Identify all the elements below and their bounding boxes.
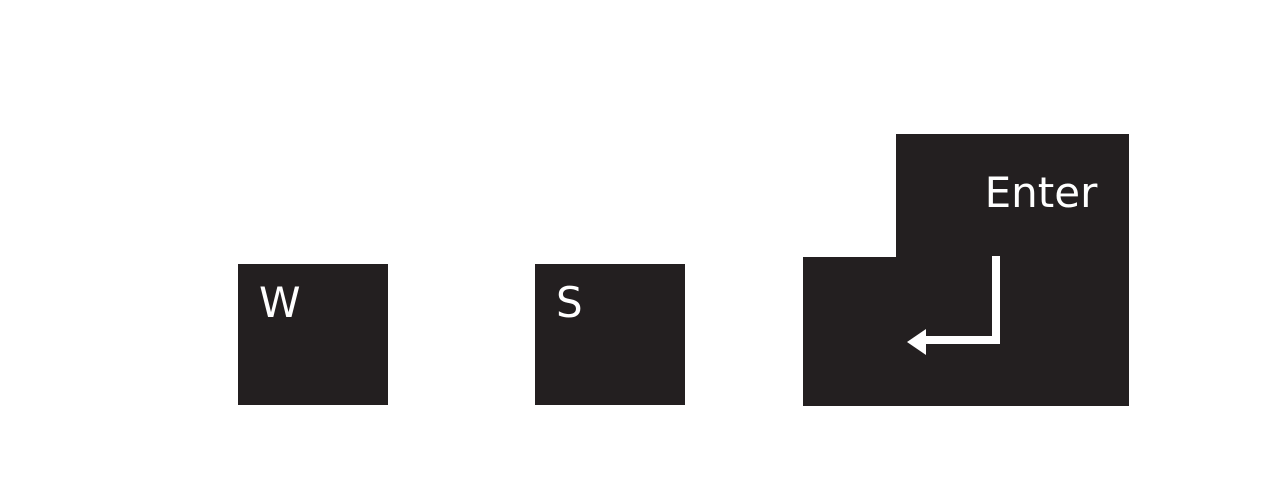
- key-enter[interactable]: Enter: [803, 134, 1129, 406]
- return-arrow-icon: [907, 256, 1000, 355]
- key-s[interactable]: S: [535, 264, 685, 405]
- key-w-label: W: [259, 278, 301, 327]
- key-s-label: S: [556, 278, 583, 327]
- enter-key-shape: [803, 134, 1129, 406]
- key-enter-label: Enter: [984, 168, 1098, 217]
- key-w[interactable]: W: [238, 264, 388, 405]
